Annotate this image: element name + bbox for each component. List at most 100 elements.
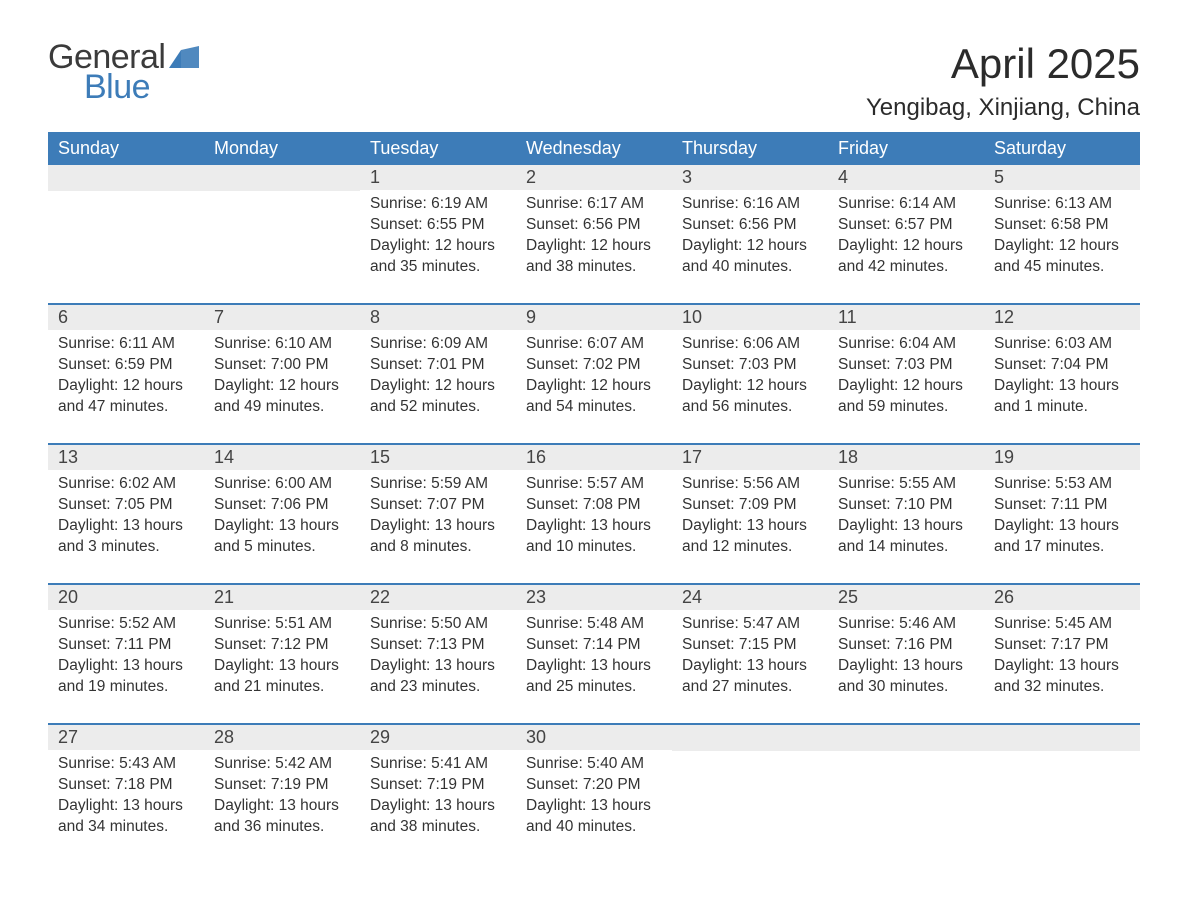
weeks-container: 1Sunrise: 6:19 AMSunset: 6:55 PMDaylight… xyxy=(48,165,1140,845)
day-number: 4 xyxy=(828,165,984,190)
calendar-week: 6Sunrise: 6:11 AMSunset: 6:59 PMDaylight… xyxy=(48,303,1140,425)
daylight-line: Daylight: 12 hours and 47 minutes. xyxy=(58,376,194,418)
day-cell: 16Sunrise: 5:57 AMSunset: 7:08 PMDayligh… xyxy=(516,445,672,565)
sunset-line: Sunset: 7:03 PM xyxy=(682,355,818,376)
day-cell: 9Sunrise: 6:07 AMSunset: 7:02 PMDaylight… xyxy=(516,305,672,425)
day-details: Sunrise: 5:57 AMSunset: 7:08 PMDaylight:… xyxy=(516,470,672,558)
sunrise-line: Sunrise: 6:17 AM xyxy=(526,194,662,215)
sunrise-line: Sunrise: 5:48 AM xyxy=(526,614,662,635)
sunset-line: Sunset: 6:55 PM xyxy=(370,215,506,236)
day-cell: 10Sunrise: 6:06 AMSunset: 7:03 PMDayligh… xyxy=(672,305,828,425)
day-cell: 14Sunrise: 6:00 AMSunset: 7:06 PMDayligh… xyxy=(204,445,360,565)
day-cell: 15Sunrise: 5:59 AMSunset: 7:07 PMDayligh… xyxy=(360,445,516,565)
sunset-line: Sunset: 6:57 PM xyxy=(838,215,974,236)
day-cell: 12Sunrise: 6:03 AMSunset: 7:04 PMDayligh… xyxy=(984,305,1140,425)
day-cell: 11Sunrise: 6:04 AMSunset: 7:03 PMDayligh… xyxy=(828,305,984,425)
day-number: 23 xyxy=(516,585,672,610)
day-details: Sunrise: 6:04 AMSunset: 7:03 PMDaylight:… xyxy=(828,330,984,418)
weekday-header-cell: Monday xyxy=(204,132,360,165)
sunrise-line: Sunrise: 5:59 AM xyxy=(370,474,506,495)
logo-text-blue: Blue xyxy=(84,70,203,104)
empty-day-cell xyxy=(48,165,204,285)
day-cell: 6Sunrise: 6:11 AMSunset: 6:59 PMDaylight… xyxy=(48,305,204,425)
sunset-line: Sunset: 6:58 PM xyxy=(994,215,1130,236)
sunset-line: Sunset: 6:56 PM xyxy=(682,215,818,236)
sunrise-line: Sunrise: 5:52 AM xyxy=(58,614,194,635)
sunset-line: Sunset: 7:14 PM xyxy=(526,635,662,656)
daylight-line: Daylight: 13 hours and 1 minute. xyxy=(994,376,1130,418)
day-details: Sunrise: 6:10 AMSunset: 7:00 PMDaylight:… xyxy=(204,330,360,418)
sunset-line: Sunset: 7:10 PM xyxy=(838,495,974,516)
day-number xyxy=(828,725,984,751)
day-cell: 20Sunrise: 5:52 AMSunset: 7:11 PMDayligh… xyxy=(48,585,204,705)
weekday-header-cell: Sunday xyxy=(48,132,204,165)
sunrise-line: Sunrise: 5:51 AM xyxy=(214,614,350,635)
day-cell: 26Sunrise: 5:45 AMSunset: 7:17 PMDayligh… xyxy=(984,585,1140,705)
day-cell: 19Sunrise: 5:53 AMSunset: 7:11 PMDayligh… xyxy=(984,445,1140,565)
day-cell: 5Sunrise: 6:13 AMSunset: 6:58 PMDaylight… xyxy=(984,165,1140,285)
calendar-week: 20Sunrise: 5:52 AMSunset: 7:11 PMDayligh… xyxy=(48,583,1140,705)
day-number: 10 xyxy=(672,305,828,330)
day-cell: 29Sunrise: 5:41 AMSunset: 7:19 PMDayligh… xyxy=(360,725,516,845)
daylight-line: Daylight: 13 hours and 32 minutes. xyxy=(994,656,1130,698)
logo-flag-icon xyxy=(169,46,203,72)
sunrise-line: Sunrise: 6:10 AM xyxy=(214,334,350,355)
sunset-line: Sunset: 7:18 PM xyxy=(58,775,194,796)
sunrise-line: Sunrise: 6:06 AM xyxy=(682,334,818,355)
day-cell: 4Sunrise: 6:14 AMSunset: 6:57 PMDaylight… xyxy=(828,165,984,285)
daylight-line: Daylight: 13 hours and 21 minutes. xyxy=(214,656,350,698)
weekday-header-cell: Wednesday xyxy=(516,132,672,165)
sunset-line: Sunset: 7:03 PM xyxy=(838,355,974,376)
month-title: April 2025 xyxy=(866,40,1140,88)
day-number: 2 xyxy=(516,165,672,190)
daylight-line: Daylight: 13 hours and 36 minutes. xyxy=(214,796,350,838)
daylight-line: Daylight: 13 hours and 40 minutes. xyxy=(526,796,662,838)
day-number xyxy=(984,725,1140,751)
day-number xyxy=(204,165,360,191)
day-details: Sunrise: 5:41 AMSunset: 7:19 PMDaylight:… xyxy=(360,750,516,838)
daylight-line: Daylight: 13 hours and 30 minutes. xyxy=(838,656,974,698)
sunrise-line: Sunrise: 6:19 AM xyxy=(370,194,506,215)
location-subtitle: Yengibag, Xinjiang, China xyxy=(866,94,1140,122)
day-number: 19 xyxy=(984,445,1140,470)
daylight-line: Daylight: 12 hours and 59 minutes. xyxy=(838,376,974,418)
daylight-line: Daylight: 13 hours and 27 minutes. xyxy=(682,656,818,698)
sunrise-line: Sunrise: 5:42 AM xyxy=(214,754,350,775)
sunrise-line: Sunrise: 5:53 AM xyxy=(994,474,1130,495)
day-details: Sunrise: 5:55 AMSunset: 7:10 PMDaylight:… xyxy=(828,470,984,558)
day-cell: 17Sunrise: 5:56 AMSunset: 7:09 PMDayligh… xyxy=(672,445,828,565)
day-number: 27 xyxy=(48,725,204,750)
daylight-line: Daylight: 13 hours and 23 minutes. xyxy=(370,656,506,698)
day-cell: 21Sunrise: 5:51 AMSunset: 7:12 PMDayligh… xyxy=(204,585,360,705)
sunrise-line: Sunrise: 5:45 AM xyxy=(994,614,1130,635)
logo: General Blue xyxy=(48,40,203,104)
sunset-line: Sunset: 7:19 PM xyxy=(214,775,350,796)
sunrise-line: Sunrise: 5:55 AM xyxy=(838,474,974,495)
sunrise-line: Sunrise: 6:03 AM xyxy=(994,334,1130,355)
title-block: April 2025 Yengibag, Xinjiang, China xyxy=(866,40,1140,122)
day-details: Sunrise: 5:47 AMSunset: 7:15 PMDaylight:… xyxy=(672,610,828,698)
sunset-line: Sunset: 7:04 PM xyxy=(994,355,1130,376)
sunrise-line: Sunrise: 6:00 AM xyxy=(214,474,350,495)
sunrise-line: Sunrise: 6:07 AM xyxy=(526,334,662,355)
day-cell: 1Sunrise: 6:19 AMSunset: 6:55 PMDaylight… xyxy=(360,165,516,285)
sunset-line: Sunset: 7:00 PM xyxy=(214,355,350,376)
day-details: Sunrise: 5:56 AMSunset: 7:09 PMDaylight:… xyxy=(672,470,828,558)
day-cell: 3Sunrise: 6:16 AMSunset: 6:56 PMDaylight… xyxy=(672,165,828,285)
sunset-line: Sunset: 7:02 PM xyxy=(526,355,662,376)
sunrise-line: Sunrise: 6:13 AM xyxy=(994,194,1130,215)
daylight-line: Daylight: 12 hours and 35 minutes. xyxy=(370,236,506,278)
sunset-line: Sunset: 7:05 PM xyxy=(58,495,194,516)
day-details: Sunrise: 6:16 AMSunset: 6:56 PMDaylight:… xyxy=(672,190,828,278)
day-details: Sunrise: 5:51 AMSunset: 7:12 PMDaylight:… xyxy=(204,610,360,698)
day-cell: 25Sunrise: 5:46 AMSunset: 7:16 PMDayligh… xyxy=(828,585,984,705)
day-details: Sunrise: 6:07 AMSunset: 7:02 PMDaylight:… xyxy=(516,330,672,418)
day-number: 21 xyxy=(204,585,360,610)
daylight-line: Daylight: 12 hours and 49 minutes. xyxy=(214,376,350,418)
day-details: Sunrise: 5:42 AMSunset: 7:19 PMDaylight:… xyxy=(204,750,360,838)
day-number: 17 xyxy=(672,445,828,470)
weekday-header-cell: Tuesday xyxy=(360,132,516,165)
daylight-line: Daylight: 13 hours and 19 minutes. xyxy=(58,656,194,698)
daylight-line: Daylight: 12 hours and 54 minutes. xyxy=(526,376,662,418)
day-details: Sunrise: 5:45 AMSunset: 7:17 PMDaylight:… xyxy=(984,610,1140,698)
